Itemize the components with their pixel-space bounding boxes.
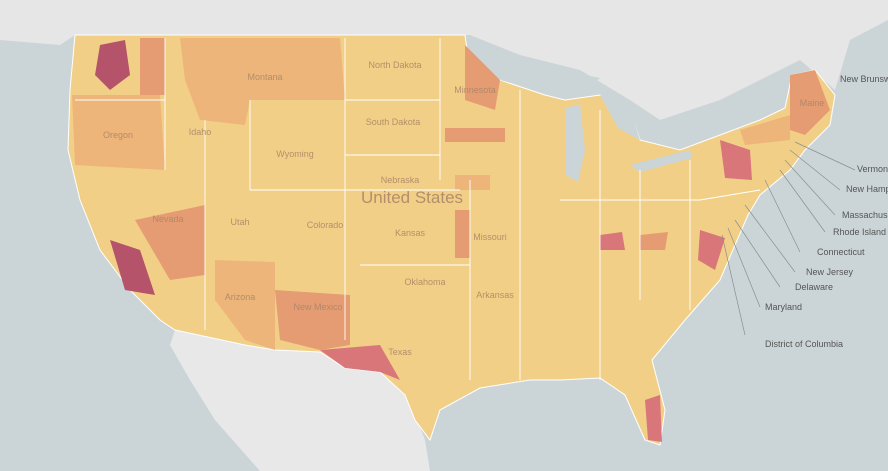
labels: United States Montana North Dakota South… xyxy=(103,60,888,357)
state-label: Montana xyxy=(247,72,282,82)
state-label: Missouri xyxy=(473,232,507,242)
state-label: Idaho xyxy=(189,127,212,137)
districts xyxy=(72,38,830,442)
state-label: Oklahoma xyxy=(404,277,445,287)
state-label: Minnesota xyxy=(454,85,496,95)
state-label: Nebraska xyxy=(381,175,420,185)
lake xyxy=(500,70,600,92)
state-label: Texas xyxy=(388,347,412,357)
callout-label: New Jersey xyxy=(806,267,854,277)
callout-lines xyxy=(721,141,856,336)
state-label: Kansas xyxy=(395,228,426,238)
state-label: Colorado xyxy=(307,220,344,230)
mexico xyxy=(170,330,430,471)
state-label: New Mexico xyxy=(293,302,342,312)
state-label: Maine xyxy=(800,98,825,108)
country-label: United States xyxy=(361,188,463,207)
callout-label: Delaware xyxy=(795,282,833,292)
state-label: Nevada xyxy=(152,214,183,224)
callout-label: District of Columbia xyxy=(765,339,843,349)
state-label: Utah xyxy=(230,217,249,227)
callout-label: Vermont xyxy=(857,164,888,174)
callout-label: Rhode Island xyxy=(833,227,886,237)
state-label: Arizona xyxy=(225,292,256,302)
callout-label: New Hampshire xyxy=(846,184,888,194)
canada xyxy=(0,0,888,120)
callout-label: Connecticut xyxy=(817,247,865,257)
lake xyxy=(600,95,640,140)
callout-label: Maryland xyxy=(765,302,802,312)
state-label: Wyoming xyxy=(276,149,313,159)
state-label: Arkansas xyxy=(476,290,514,300)
callout-label: Massachusetts xyxy=(842,210,888,220)
state-label: Oregon xyxy=(103,130,133,140)
state-borders xyxy=(75,38,761,380)
state-label: North Dakota xyxy=(368,60,421,70)
neighbor-label: New Brunswick xyxy=(840,74,888,84)
state-label: South Dakota xyxy=(366,117,421,127)
lake xyxy=(630,150,692,172)
lake xyxy=(565,104,585,182)
